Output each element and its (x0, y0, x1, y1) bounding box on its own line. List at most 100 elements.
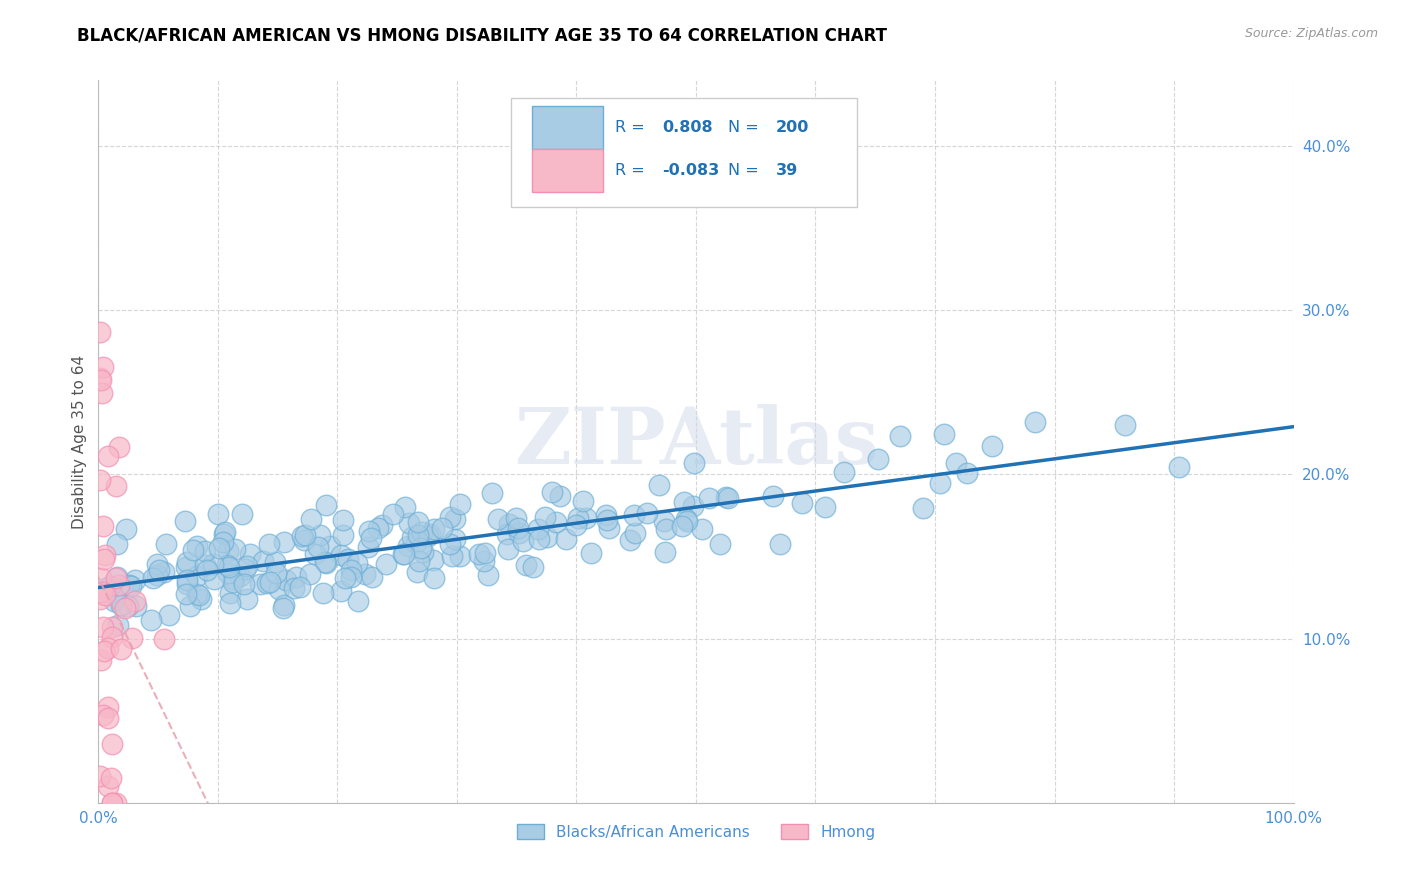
Point (148, 563, 170, 577)
Point (100, 796, 122, 810)
Point (654, 545, 676, 559)
Point (93, 548, 115, 562)
Point (264, 566, 287, 580)
Point (101, 630, 124, 644)
Point (104, 478, 127, 492)
Text: 0.808: 0.808 (662, 120, 713, 135)
Point (312, 585, 335, 599)
Text: R =: R = (614, 120, 650, 135)
Point (186, 569, 208, 583)
Point (515, 558, 537, 573)
Point (107, 617, 129, 632)
Point (832, 465, 855, 479)
Point (330, 584, 353, 599)
Point (394, 500, 416, 514)
Point (505, 511, 527, 525)
Point (439, 537, 461, 551)
Point (307, 540, 329, 554)
Point (91, 359, 114, 374)
Point (486, 512, 509, 526)
Point (274, 573, 297, 587)
Point (655, 522, 678, 536)
Point (440, 549, 463, 564)
Point (89, 473, 111, 487)
Point (449, 549, 471, 563)
Point (235, 559, 257, 574)
Point (108, 577, 131, 591)
Point (1114, 418, 1136, 433)
Point (89, 325, 111, 339)
Point (100, 579, 122, 593)
Point (422, 553, 444, 567)
Point (360, 531, 382, 545)
Point (411, 524, 433, 539)
Point (211, 535, 233, 549)
Point (157, 608, 180, 623)
Point (406, 515, 429, 529)
Text: -0.083: -0.083 (662, 163, 720, 178)
Point (101, 737, 124, 751)
Point (190, 591, 212, 606)
Point (1167, 459, 1189, 474)
Point (176, 555, 198, 569)
Point (398, 516, 420, 531)
Point (188, 589, 211, 603)
Point (218, 596, 240, 610)
Point (181, 543, 204, 558)
Text: 39: 39 (776, 163, 799, 178)
Point (717, 491, 740, 505)
Text: R =: R = (614, 163, 650, 178)
Point (332, 513, 354, 527)
Point (222, 573, 245, 587)
Point (146, 568, 169, 582)
Point (472, 554, 495, 568)
Point (90, 571, 112, 585)
Point (546, 515, 568, 529)
FancyBboxPatch shape (533, 106, 603, 149)
Point (263, 555, 285, 569)
Point (218, 560, 240, 574)
Point (219, 586, 242, 600)
Point (636, 506, 658, 520)
Point (283, 581, 305, 595)
Point (347, 594, 370, 608)
Point (652, 515, 675, 529)
Point (481, 486, 503, 500)
Point (179, 599, 201, 613)
Point (439, 509, 461, 524)
Point (114, 522, 136, 536)
Point (443, 532, 465, 546)
Point (93, 551, 115, 566)
Point (152, 565, 174, 579)
Point (371, 518, 394, 533)
Point (298, 567, 321, 582)
Point (623, 525, 645, 540)
Point (672, 495, 695, 509)
Point (201, 557, 224, 571)
Point (595, 508, 617, 523)
Point (330, 549, 353, 563)
Point (121, 631, 143, 645)
Point (623, 508, 645, 522)
Point (676, 514, 699, 528)
Text: N =: N = (728, 163, 763, 178)
Point (176, 573, 198, 587)
Point (174, 559, 197, 574)
Point (648, 478, 671, 492)
Point (93, 620, 115, 634)
Point (315, 556, 337, 570)
Point (89, 592, 111, 607)
Point (690, 522, 713, 536)
Point (89, 371, 111, 385)
Point (572, 494, 595, 508)
Point (284, 570, 307, 584)
Point (217, 543, 239, 558)
Point (814, 500, 837, 514)
Point (290, 580, 312, 594)
Point (142, 571, 165, 585)
Point (224, 541, 246, 556)
Point (186, 539, 208, 553)
Point (231, 507, 253, 521)
Point (107, 440, 129, 454)
Point (449, 497, 471, 511)
